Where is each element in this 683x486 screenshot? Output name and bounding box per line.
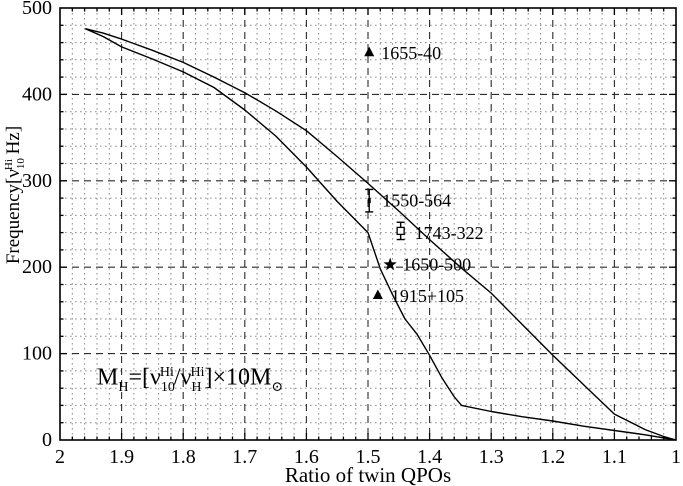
y-tick-label: 500 xyxy=(22,0,52,19)
label-1650-500: 1650-500 xyxy=(402,255,471,275)
y-tick-label: 100 xyxy=(22,343,52,365)
y-tick-label: 0 xyxy=(42,429,52,451)
data-points: 1655-40 1550-564 1743-322 1650-500 1915+105 xyxy=(364,43,484,306)
x-tick-label: 1.8 xyxy=(171,446,196,468)
x-tick-label: 1.6 xyxy=(294,446,319,468)
x-tick-label: 1.9 xyxy=(109,446,134,468)
marker-1650-500 xyxy=(383,257,397,271)
major-grid xyxy=(60,8,676,440)
marker-1655-40 xyxy=(364,46,375,57)
mass-formula: MH=[ν10Hi/νHHi]×10M⊙ xyxy=(97,365,283,395)
curve-2-lower xyxy=(85,28,677,441)
label-1915+105: 1915+105 xyxy=(391,286,464,306)
x-tick-label: 1.5 xyxy=(356,446,381,468)
plot-border xyxy=(59,7,677,441)
y-tick-label: 300 xyxy=(22,170,52,192)
marker-1915+105 xyxy=(372,289,383,300)
marker-1743-322 xyxy=(396,221,405,241)
curve-1-upper xyxy=(85,28,677,441)
x-tick-label: 2 xyxy=(55,446,65,468)
label-1655-40: 1655-40 xyxy=(381,43,441,63)
x-tick-label: 1.1 xyxy=(602,446,627,468)
label-1550-564: 1550-564 xyxy=(382,191,451,211)
marker-1550-564 xyxy=(365,188,374,213)
y-tick-label: 200 xyxy=(22,256,52,278)
x-axis-label: Ratio of twin QPOs xyxy=(285,463,451,486)
y-axis-label: Frequency[ν10Hi Hz] xyxy=(3,126,27,264)
x-tick-label: 1.3 xyxy=(479,446,504,468)
x-tick-label: 1 xyxy=(671,446,681,468)
label-1743-322: 1743-322 xyxy=(415,223,484,243)
y-tick-label: 400 xyxy=(22,83,52,105)
x-tick-label: 1.4 xyxy=(417,446,442,468)
x-tick-label: 1.2 xyxy=(540,446,565,468)
x-tick-label: 1.7 xyxy=(232,446,257,468)
